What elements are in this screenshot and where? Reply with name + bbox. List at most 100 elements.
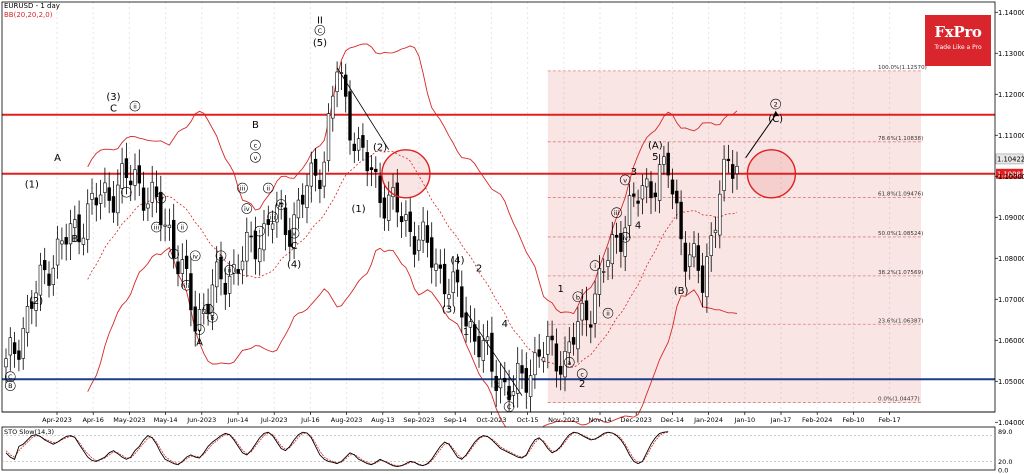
candle-body	[657, 164, 662, 201]
candle-body	[215, 261, 219, 288]
time-tick-label: Feb-2024	[802, 416, 832, 424]
logo-brand: FxPro	[934, 23, 982, 41]
candle-body	[60, 240, 64, 245]
fib-level-label: 78.6%(1.10838)	[878, 136, 923, 142]
candle-body	[649, 181, 653, 199]
candle-body	[210, 284, 215, 316]
wave-label: C	[8, 373, 13, 381]
candle-body	[223, 282, 227, 295]
candle-body	[300, 194, 305, 205]
candle-body	[395, 182, 399, 213]
candle-body	[17, 350, 21, 360]
candle-body	[189, 273, 193, 311]
candle-body	[567, 341, 572, 354]
candle-body	[283, 207, 288, 235]
wave-label-circle	[254, 225, 266, 237]
time-tick-label: Feb-10	[842, 416, 864, 424]
wave-label: (1)	[352, 204, 366, 215]
wave-label: ii	[133, 103, 137, 111]
time-tick-label: May-2023	[113, 416, 145, 424]
chart-header: EURUSD - 1 day BB(20,20,2,0)	[4, 2, 60, 20]
candle-body	[481, 340, 485, 361]
wave-label: A	[54, 153, 61, 164]
current-price-tag	[995, 153, 1024, 165]
wave-label: i	[173, 251, 175, 259]
candle-body	[391, 187, 395, 198]
wave-label: c	[580, 370, 584, 378]
candle-body	[468, 321, 473, 328]
wave-label-circle	[288, 227, 300, 239]
price-axis[interactable]: 1.14000 1.13000 1.12000 1.11000 1.10000 1.090…	[995, 9, 1024, 427]
candle-body	[361, 135, 365, 148]
wave-label: (A)	[648, 141, 663, 152]
candle-body	[335, 71, 339, 92]
trend-line	[336, 67, 390, 150]
wave-label: iii	[240, 185, 246, 193]
candle-body	[498, 379, 503, 389]
time-tick-label: Oct-15	[517, 416, 539, 424]
candle-body	[455, 269, 460, 283]
candle-body	[150, 181, 154, 203]
vertical-gridlines	[56, 2, 891, 412]
price-tick-label: 1.09000	[998, 214, 1024, 222]
candle-body	[537, 349, 541, 357]
wave-label: iii	[270, 213, 276, 221]
candle-body	[632, 193, 636, 197]
wave-label: i	[125, 189, 127, 197]
candle-body	[279, 202, 283, 205]
candle-body	[558, 365, 563, 375]
time-tick-label: Dec-14	[661, 416, 684, 424]
candle-body	[98, 194, 103, 204]
wave-label: iii	[184, 282, 190, 290]
highlight-circle	[381, 149, 431, 199]
candle-body	[485, 336, 490, 341]
fxpro-logo: FxPro Trade Like a Pro	[925, 15, 991, 66]
candle-body	[8, 337, 12, 356]
wave-label: (3)	[442, 305, 456, 316]
wave-label: ii	[606, 310, 610, 318]
wave-label-circle	[151, 221, 162, 233]
candle-body	[322, 161, 326, 187]
candle-body	[64, 237, 68, 245]
wave-label-circle	[262, 182, 274, 194]
wave-label: a	[219, 252, 223, 260]
stochastic-k-line	[5, 431, 669, 468]
stochastic-tick-label: 20.0	[998, 458, 1012, 466]
wave-label: II	[317, 16, 323, 27]
candle-body	[30, 301, 34, 309]
candle-body	[408, 211, 412, 232]
candle-body	[47, 273, 51, 286]
candle-body	[86, 203, 90, 240]
price-tick-label: 1.06000	[998, 337, 1024, 345]
candle-body	[718, 193, 722, 236]
candle-body	[589, 324, 593, 328]
candle-body	[563, 351, 567, 378]
wave-label: (C)	[768, 114, 783, 125]
wave-label: 1	[558, 284, 564, 295]
price-tick-label: 1.07000	[998, 296, 1024, 304]
wave-label-circle	[189, 250, 201, 262]
candle-body	[42, 260, 47, 271]
candle-body	[386, 194, 391, 221]
candle-body	[227, 275, 232, 294]
candle-body	[133, 169, 137, 186]
candle-body	[554, 343, 559, 372]
candle-body	[38, 264, 43, 296]
candle-body	[507, 385, 511, 401]
candle-body	[343, 74, 348, 97]
wave-label: 3	[493, 380, 499, 391]
candle-body	[417, 239, 421, 251]
candle-body	[275, 204, 279, 223]
candle-body	[240, 260, 245, 271]
wave-label-circle	[275, 199, 287, 210]
wave-label: b	[576, 293, 580, 301]
wave-label: (B)	[674, 286, 689, 297]
candle-body	[129, 180, 133, 186]
candle-body	[249, 235, 253, 238]
wave-label: C	[507, 403, 512, 411]
candle-body	[524, 368, 529, 393]
candle-body	[318, 179, 322, 189]
candle-body	[515, 363, 520, 394]
